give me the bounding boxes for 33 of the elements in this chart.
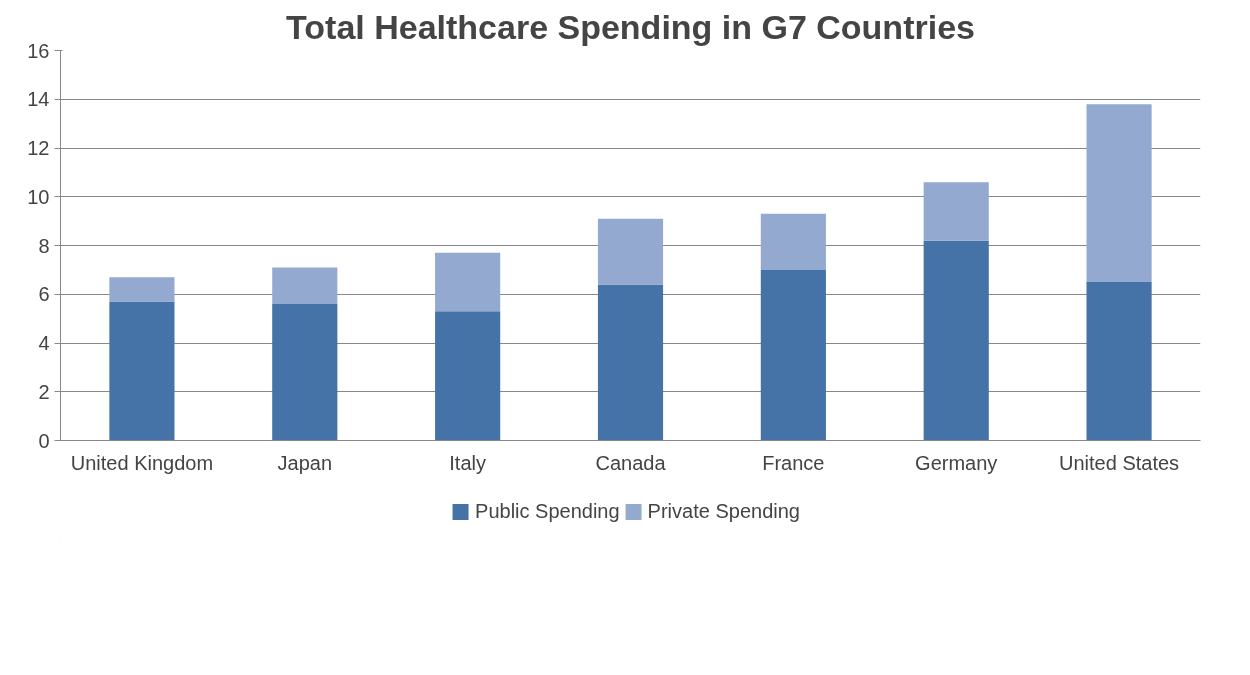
- bar: [109, 301, 175, 441]
- x-tick-label: Germany: [915, 451, 998, 474]
- x-tick-label: France: [762, 451, 825, 474]
- bar: [760, 269, 826, 441]
- y-tick-label: 6: [38, 283, 50, 306]
- y-tick-label: 16: [27, 39, 50, 62]
- bar: [272, 304, 338, 441]
- chart-title: Total Healthcare Spending in G7 Countries: [286, 7, 975, 46]
- bar: [597, 284, 664, 441]
- legend-label: Private Spending: [647, 499, 800, 523]
- legend-label: Public Spending: [475, 499, 620, 523]
- y-tick-label: 12: [27, 137, 50, 159]
- x-tick-label: Japan: [277, 451, 333, 474]
- bar: [923, 240, 989, 441]
- y-tick-label: 14: [27, 88, 50, 111]
- y-tick-label: 10: [27, 185, 50, 208]
- bar: [272, 267, 338, 304]
- y-tick-label: 4: [38, 332, 50, 354]
- bar: [923, 182, 989, 241]
- y-tick-label: 0: [38, 429, 50, 452]
- y-tick-label: 8: [38, 234, 50, 257]
- y-tick-label: 2: [38, 380, 50, 403]
- bar: [109, 277, 175, 302]
- x-tick-label: United States: [1059, 451, 1180, 474]
- x-tick-label: Canada: [595, 451, 667, 474]
- x-tick-label: Italy: [449, 451, 486, 474]
- bar: [760, 213, 826, 270]
- x-tick-label: United Kingdom: [70, 451, 214, 474]
- bar: [435, 311, 501, 441]
- bar: [1086, 104, 1152, 283]
- bar: [597, 218, 664, 285]
- bar: [1086, 282, 1152, 441]
- bar: [435, 252, 501, 312]
